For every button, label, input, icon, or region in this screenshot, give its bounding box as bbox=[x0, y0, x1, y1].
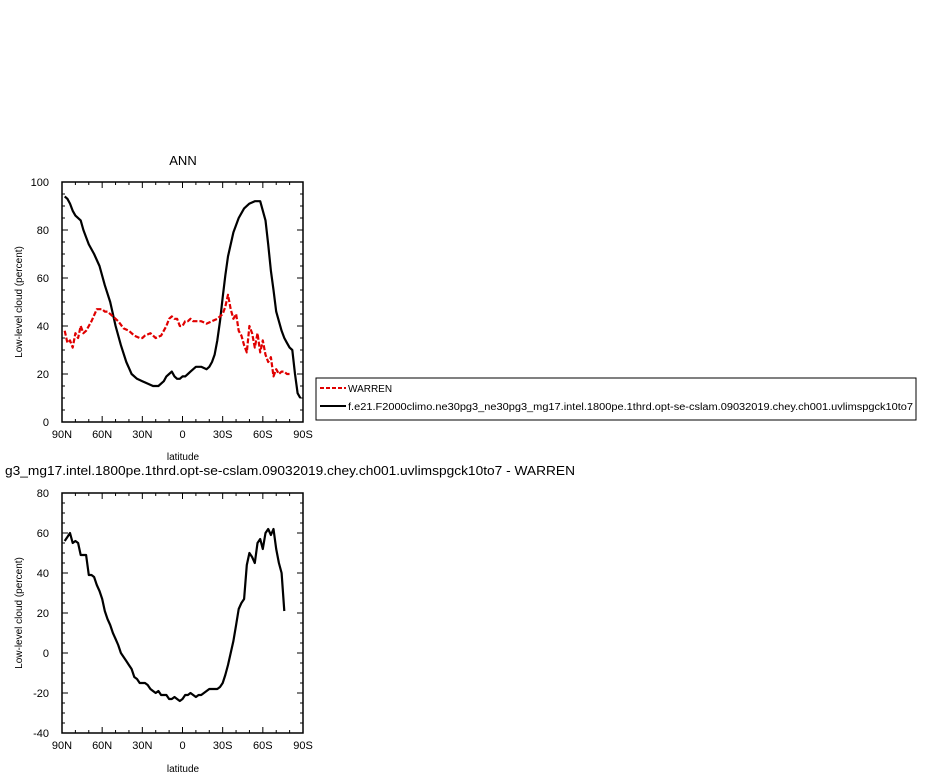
y-tick-label: 0 bbox=[43, 417, 49, 429]
legend: WARREN f.e21.F2000climo.ne30pg3_ne30pg3_… bbox=[315, 377, 917, 421]
chart-title: g3_mg17.intel.1800pe.1thrd.opt-se-cslam.… bbox=[5, 463, 575, 478]
series-line-model bbox=[63, 195, 302, 399]
y-tick-label: 80 bbox=[37, 488, 49, 500]
legend-label-model: f.e21.F2000climo.ne30pg3_ne30pg3_mg17.in… bbox=[348, 402, 913, 413]
x-tick-label: 30N bbox=[132, 740, 152, 752]
x-axis-ticks: 90N 60N 30N 0 30S 60S 90S bbox=[52, 493, 313, 752]
y-tick-label: 0 bbox=[43, 648, 49, 660]
x-tick-label: 0 bbox=[179, 429, 185, 441]
y-tick-label: 20 bbox=[37, 608, 49, 620]
x-tick-label: 30S bbox=[213, 740, 233, 752]
x-tick-label: 30S bbox=[213, 429, 233, 441]
x-tick-label: 60N bbox=[92, 429, 112, 441]
x-tick-label: 90S bbox=[293, 429, 313, 441]
series-line-difference bbox=[63, 527, 286, 703]
y-tick-label: -40 bbox=[33, 728, 49, 740]
y-axis-label: Low-level cloud (percent) bbox=[14, 557, 25, 669]
y-axis-ticks: -40 -20 0 20 40 60 80 bbox=[33, 488, 303, 740]
panel-ann: ANN 0 20 40 60 80 100 90N 60N 30N 0 30S 60S 90S lat… bbox=[14, 153, 313, 463]
x-tick-label: 60S bbox=[253, 429, 273, 441]
x-axis-ticks: 90N 60N 30N 0 30S 60S 90S bbox=[52, 182, 313, 441]
chart-title: ANN bbox=[169, 153, 196, 168]
y-tick-label: 40 bbox=[37, 568, 49, 580]
x-tick-label: 60S bbox=[253, 740, 273, 752]
legend-label-warren: WARREN bbox=[348, 384, 392, 395]
series-line-warren bbox=[63, 293, 290, 378]
legend-box bbox=[315, 377, 917, 421]
panel-difference: g3_mg17.intel.1800pe.1thrd.opt-se-cslam.… bbox=[5, 463, 575, 775]
x-tick-label: 30N bbox=[132, 429, 152, 441]
y-tick-label: 60 bbox=[37, 528, 49, 540]
y-tick-label: 20 bbox=[37, 369, 49, 381]
y-tick-label: 60 bbox=[37, 273, 49, 285]
x-axis-label: latitude bbox=[167, 764, 200, 775]
x-tick-label: 60N bbox=[92, 740, 112, 752]
plot-frame bbox=[61, 492, 304, 734]
y-tick-label: -20 bbox=[33, 688, 49, 700]
y-tick-label: 100 bbox=[31, 177, 49, 189]
x-tick-label: 0 bbox=[179, 740, 185, 752]
data-lines bbox=[63, 527, 286, 703]
y-axis-label: Low-level cloud (percent) bbox=[14, 246, 25, 358]
y-tick-label: 80 bbox=[37, 225, 49, 237]
y-axis-ticks: 0 20 40 60 80 100 bbox=[31, 177, 303, 429]
data-lines bbox=[63, 195, 302, 399]
x-axis-label: latitude bbox=[167, 452, 200, 463]
x-tick-label: 90S bbox=[293, 740, 313, 752]
x-tick-label: 90N bbox=[52, 740, 72, 752]
x-tick-label: 90N bbox=[52, 429, 72, 441]
plot-frame bbox=[61, 181, 304, 423]
y-tick-label: 40 bbox=[37, 321, 49, 333]
